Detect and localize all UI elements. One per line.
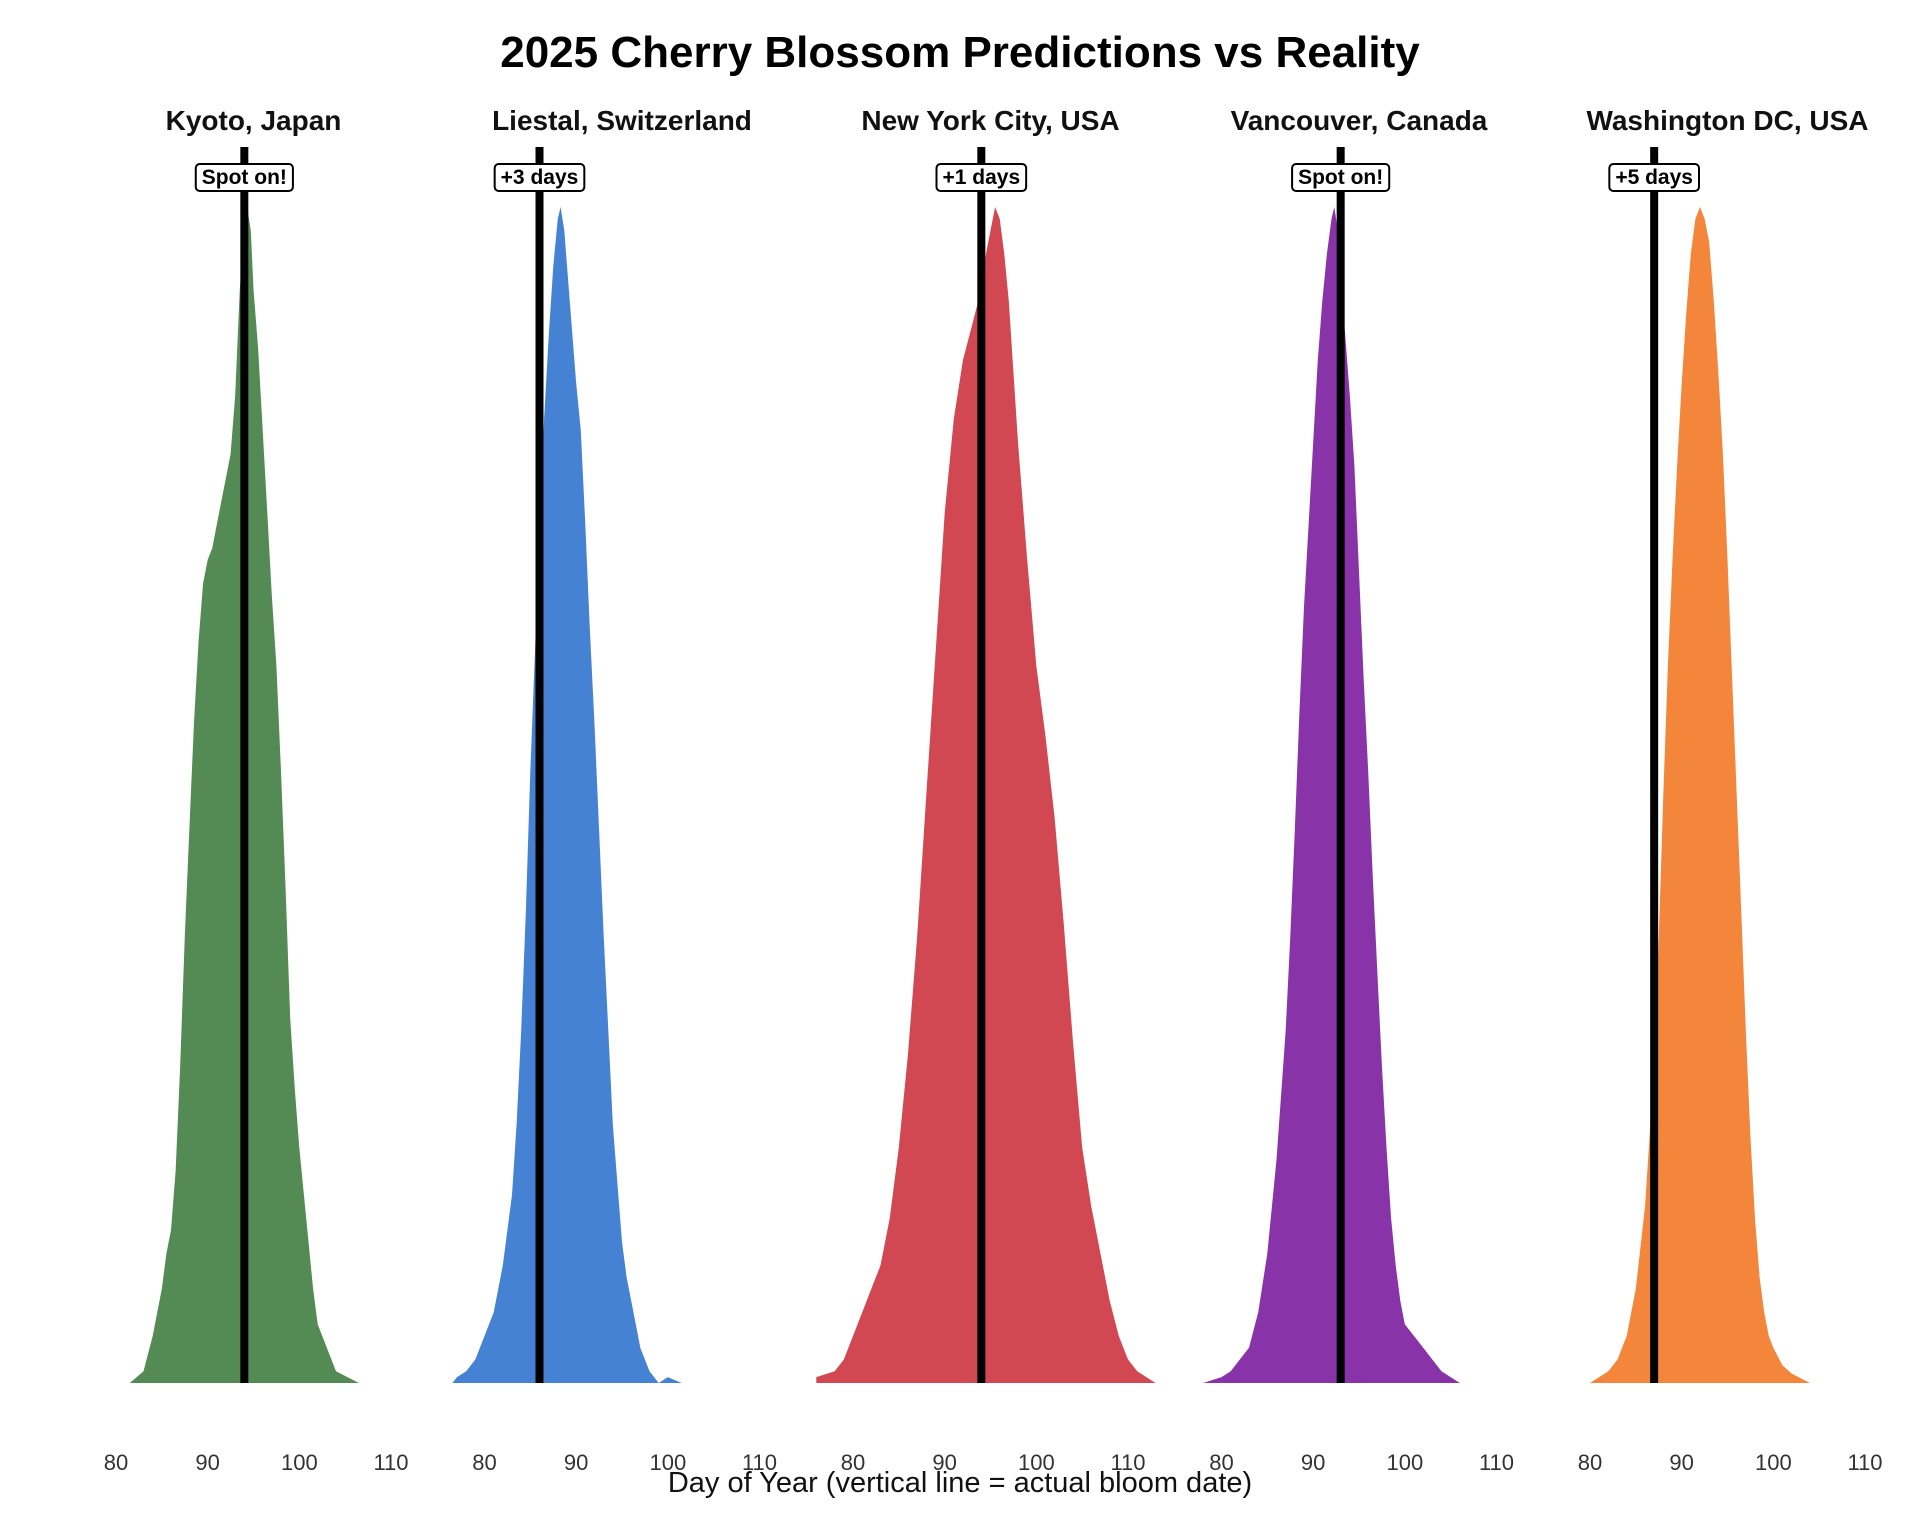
panel-5: Washington DC, USA +5 days 80 90 100 110 <box>1578 105 1883 1475</box>
panel-2: Liestal, Switzerland +3 days 80 90 100 110 <box>452 105 777 1475</box>
panel-title: Vancouver, Canada <box>1231 105 1488 136</box>
x-tick-label: 110 <box>1479 1450 1514 1475</box>
x-tick-label: 110 <box>742 1450 777 1475</box>
chart-title: 2025 Cherry Blossom Predictions vs Reali… <box>500 28 1420 77</box>
panel-title: New York City, USA <box>861 105 1119 136</box>
x-tick-label: 110 <box>373 1450 408 1475</box>
annotation-box <box>935 163 1028 192</box>
annotation-label: +1 days <box>935 163 1028 192</box>
annotation-label: Spot on! <box>194 163 294 192</box>
annotation-label: +3 days <box>493 163 586 192</box>
x-tick-label: 110 <box>1847 1450 1882 1475</box>
annotation-text: +3 days <box>501 166 579 189</box>
annotation-box <box>194 163 294 192</box>
annotation-text: +5 days <box>1615 166 1693 189</box>
annotation-label: Spot on! <box>1291 163 1391 192</box>
density-area <box>452 207 682 1383</box>
x-tick-label: 110 <box>1110 1450 1145 1475</box>
x-tick-label: 80 <box>104 1450 128 1475</box>
annotation-text: +1 days <box>943 166 1021 189</box>
annotation-box <box>1291 163 1391 192</box>
panel-title: Kyoto, Japan <box>166 105 342 136</box>
x-tick-label: 80 <box>841 1450 865 1475</box>
panel-title: Washington DC, USA <box>1586 105 1868 136</box>
annotation-box <box>493 163 586 192</box>
x-tick-label: 90 <box>564 1450 588 1475</box>
x-tick-label: 80 <box>1209 1450 1233 1475</box>
x-tick-label: 100 <box>281 1450 318 1475</box>
x-tick-label: 90 <box>195 1450 219 1475</box>
x-tick-label: 100 <box>1018 1450 1055 1475</box>
panel-title: Liestal, Switzerland <box>492 105 752 136</box>
x-tick-label: 100 <box>1755 1450 1792 1475</box>
x-tick-label: 90 <box>1301 1450 1325 1475</box>
x-tick-label: 80 <box>472 1450 496 1475</box>
panel-3: New York City, USA +1 days 80 90 100 110 <box>816 105 1156 1475</box>
x-tick-label: 100 <box>1386 1450 1423 1475</box>
annotation-text: Spot on! <box>202 166 287 189</box>
panel-4: Vancouver, Canada Spot on! 80 90 100 110 <box>1203 105 1514 1475</box>
annotation-box <box>1608 163 1700 192</box>
x-tick-label: 80 <box>1578 1450 1602 1475</box>
annotation-label: +5 days <box>1608 163 1700 192</box>
density-area <box>1590 207 1810 1383</box>
x-tick-label: 90 <box>1669 1450 1693 1475</box>
x-axis-label: Day of Year (vertical line = actual bloo… <box>667 1467 1253 1499</box>
density-area <box>1203 207 1460 1383</box>
x-tick-label: 100 <box>649 1450 686 1475</box>
density-area <box>816 207 1156 1383</box>
panel-1: Kyoto, Japan Spot on! 80 90 100 110 <box>104 105 409 1475</box>
annotation-text: Spot on! <box>1298 166 1383 189</box>
x-tick-label: 90 <box>932 1450 956 1475</box>
